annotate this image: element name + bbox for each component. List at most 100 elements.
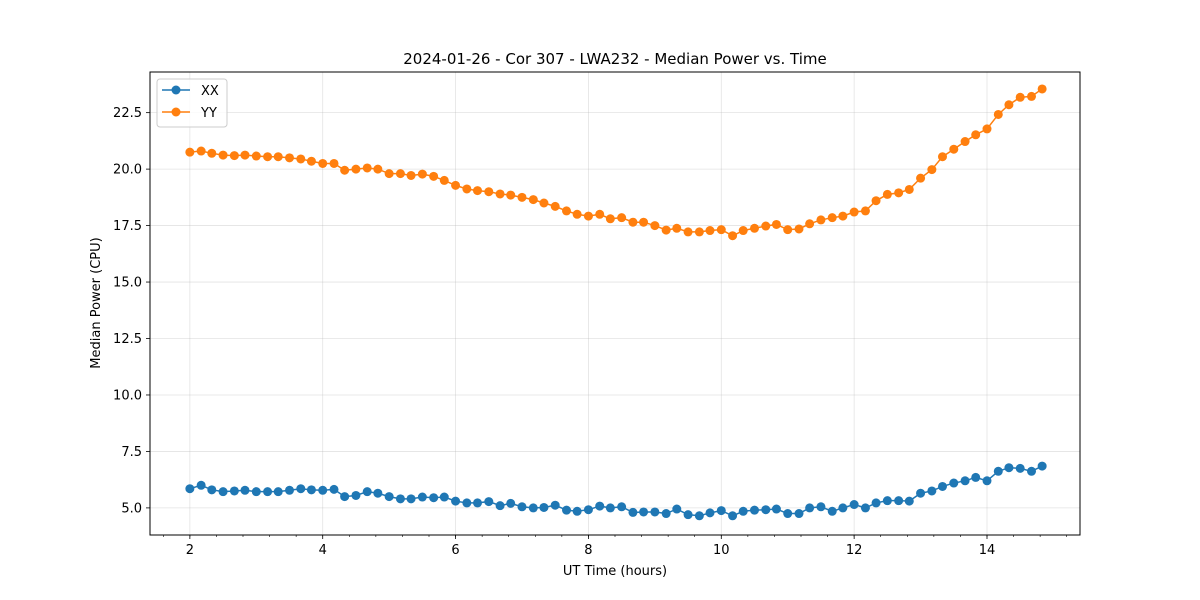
- data-point-yy: [351, 164, 361, 174]
- data-point-yy: [1004, 100, 1014, 110]
- data-point-xx: [705, 508, 715, 518]
- data-point-yy: [816, 215, 826, 225]
- data-point-xx: [550, 500, 560, 510]
- data-point-xx: [296, 484, 306, 494]
- x-tick-label: 4: [319, 543, 327, 558]
- data-point-yy: [694, 227, 704, 237]
- data-point-xx: [384, 492, 394, 502]
- data-point-xx: [860, 503, 870, 513]
- data-point-xx: [517, 502, 527, 512]
- data-point-xx: [805, 503, 815, 513]
- data-point-xx: [993, 466, 1003, 476]
- data-point-xx: [871, 498, 881, 508]
- y-tick-label: 17.5: [113, 219, 142, 234]
- data-point-yy: [495, 189, 505, 199]
- data-point-yy: [650, 221, 660, 231]
- data-point-yy: [439, 175, 449, 185]
- data-point-yy: [761, 221, 771, 231]
- data-point-xx: [572, 506, 582, 516]
- data-point-xx: [439, 492, 449, 502]
- data-point-yy: [384, 169, 394, 179]
- data-point-yy: [451, 180, 461, 190]
- data-point-xx: [794, 509, 804, 519]
- data-point-xx: [595, 501, 605, 511]
- data-point-xx: [761, 505, 771, 515]
- data-point-xx: [1004, 463, 1014, 473]
- data-point-yy: [550, 201, 560, 211]
- data-point-xx: [1015, 463, 1025, 473]
- data-point-yy: [517, 192, 527, 202]
- data-point-xx: [661, 509, 671, 519]
- x-axis: 2 4 6 8 10 12 14: [162, 535, 1068, 558]
- data-point-yy: [750, 223, 759, 233]
- data-point-yy: [860, 206, 870, 216]
- data-point-xx: [273, 487, 283, 497]
- data-point-xx: [472, 498, 482, 508]
- data-point-xx: [738, 506, 748, 516]
- data-point-yy: [738, 226, 748, 236]
- data-point-xx: [263, 487, 273, 497]
- data-point-yy: [993, 109, 1003, 119]
- data-point-xx: [528, 503, 538, 513]
- data-point-xx: [395, 494, 405, 504]
- data-point-yy: [472, 186, 482, 196]
- data-point-yy: [805, 219, 815, 229]
- data-point-yy: [937, 152, 947, 162]
- legend-label-yy: YY: [200, 106, 217, 121]
- data-point-yy: [838, 211, 848, 221]
- data-point-xx: [628, 507, 638, 517]
- data-point-yy: [229, 151, 239, 161]
- x-axis-label: UT Time (hours): [563, 564, 667, 579]
- data-point-xx: [451, 496, 461, 506]
- data-point-xx: [196, 480, 206, 490]
- data-point-xx: [373, 488, 383, 498]
- data-point-xx: [639, 507, 649, 517]
- data-point-xx: [406, 494, 416, 504]
- x-tick-label: 8: [584, 543, 592, 558]
- data-point-yy: [971, 130, 981, 140]
- data-point-yy: [705, 226, 715, 236]
- data-point-xx: [694, 511, 704, 521]
- data-point-yy: [362, 163, 372, 173]
- data-point-xx: [251, 487, 261, 497]
- data-point-xx: [827, 506, 837, 516]
- data-point-xx: [683, 510, 693, 520]
- data-point-xx: [605, 503, 615, 513]
- legend-label-xx: XX: [201, 84, 219, 99]
- data-point-xx: [583, 505, 593, 515]
- data-point-xx: [617, 502, 627, 512]
- data-point-yy: [329, 158, 339, 168]
- data-point-yy: [285, 153, 294, 163]
- y-tick-label: 10.0: [113, 388, 142, 403]
- data-point-yy: [617, 213, 627, 223]
- legend: XX YY: [156, 78, 228, 128]
- data-point-xx: [506, 498, 516, 508]
- data-point-yy: [185, 147, 195, 157]
- data-point-yy: [395, 169, 405, 179]
- data-point-yy: [1015, 92, 1025, 102]
- series-yy: [185, 84, 1047, 241]
- data-point-yy: [661, 225, 671, 235]
- data-point-yy: [716, 225, 726, 235]
- data-point-xx: [816, 502, 826, 512]
- data-point-yy: [562, 206, 572, 216]
- data-point-xx: [904, 496, 914, 506]
- data-point-yy: [982, 124, 992, 134]
- data-point-yy: [949, 144, 959, 154]
- data-point-xx: [849, 500, 859, 510]
- y-axis-label: Median Power (CPU): [89, 237, 104, 368]
- data-point-yy: [207, 148, 217, 158]
- data-point-yy: [462, 184, 472, 194]
- y-tick-label: 12.5: [113, 332, 142, 347]
- data-point-yy: [1027, 91, 1037, 101]
- data-point-yy: [406, 170, 416, 180]
- data-point-yy: [373, 164, 383, 174]
- legend-marker-xx: [171, 85, 181, 95]
- data-point-xx: [207, 485, 217, 495]
- data-point-xx: [949, 478, 959, 488]
- data-point-yy: [827, 213, 837, 223]
- legend-marker-yy: [171, 107, 181, 117]
- data-point-yy: [927, 165, 937, 175]
- data-point-xx: [650, 507, 660, 517]
